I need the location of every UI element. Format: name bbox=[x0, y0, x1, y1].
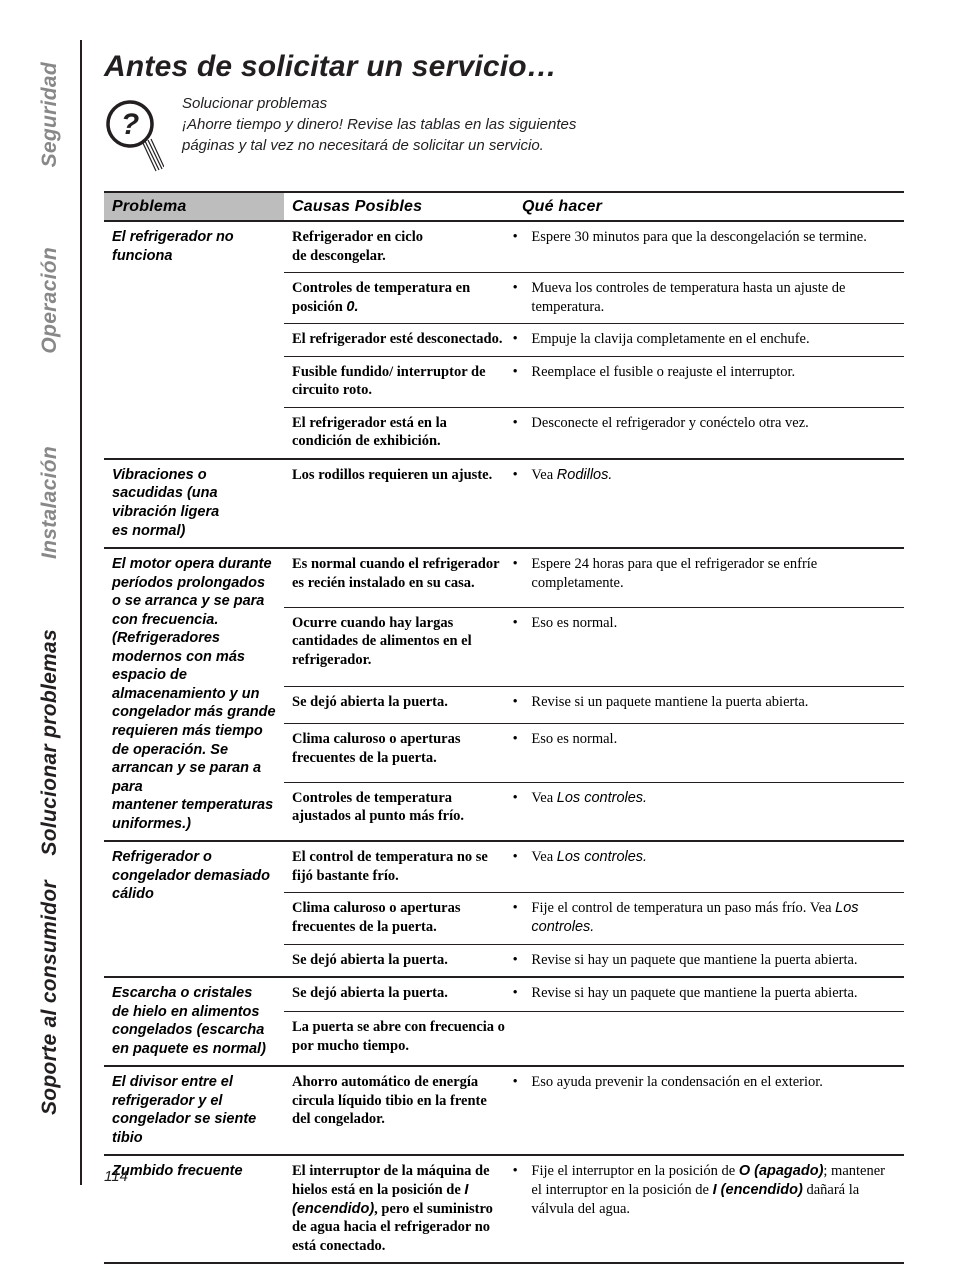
cell-cause: Clima caluroso o aperturas frecuentes de… bbox=[284, 893, 514, 944]
tab-solucionar[interactable]: Solucionar problemas bbox=[38, 617, 74, 868]
table-row: El refrigerador no funcionaRefrigerador … bbox=[104, 221, 904, 273]
page-content: Antes de solicitar un servicio… ? Soluci… bbox=[104, 50, 904, 1185]
cell-action: •Reemplace el fusible o reajuste el inte… bbox=[514, 356, 904, 407]
table-row: El divisor entre el refrigerador y el co… bbox=[104, 1066, 904, 1155]
svg-text:?: ? bbox=[121, 108, 139, 141]
cell-cause: Fusible fundido/ interruptor de circuito… bbox=[284, 356, 514, 407]
cell-action: •Vea Rodillos. bbox=[514, 459, 904, 548]
cell-cause: El refrigerador está en la condición de … bbox=[284, 407, 514, 459]
cell-cause: El interruptor de la máquina de hielos e… bbox=[284, 1155, 514, 1263]
cell-action bbox=[514, 1012, 904, 1066]
cell-cause: Clima caluroso o aperturas frecuentes de… bbox=[284, 724, 514, 782]
cell-cause: Se dejó abierta la puerta. bbox=[284, 944, 514, 977]
table-row: Zumbido frecuenteEl interruptor de la má… bbox=[104, 1155, 904, 1263]
page-title: Antes de solicitar un servicio… bbox=[104, 50, 904, 84]
cell-action: •Desconecte el refrigerador y conéctelo … bbox=[514, 407, 904, 459]
cell-action: •Eso ayuda prevenir la condensación en e… bbox=[514, 1066, 904, 1155]
cell-problem: Escarcha o cristales de hielo en aliment… bbox=[104, 977, 284, 1066]
cell-problem: El refrigerador no funciona bbox=[104, 221, 284, 459]
cell-action: •Espere 30 minutos para que la descongel… bbox=[514, 221, 904, 273]
cell-action: •Vea Los controles. bbox=[514, 841, 904, 893]
cell-problem: El motor opera durante períodos prolonga… bbox=[104, 548, 284, 841]
cell-cause: El refrigerador esté desconectado. bbox=[284, 324, 514, 357]
cell-cause: Controles de temperatura ajustados al pu… bbox=[284, 782, 514, 841]
troubleshooting-table: Problema Causas Posibles Qué hacer El re… bbox=[104, 191, 904, 1264]
cell-cause: Ocurre cuando hay largas cantidades de a… bbox=[284, 607, 514, 687]
question-magnifier-icon: ? bbox=[104, 94, 164, 183]
cell-cause: El control de temperatura no se fijó bas… bbox=[284, 841, 514, 893]
cell-cause: Refrigerador en ciclo de descongelar. bbox=[284, 221, 514, 273]
tab-operacion[interactable]: Operación bbox=[38, 235, 74, 366]
cell-action: •Eso es normal. bbox=[514, 607, 904, 687]
cell-problem: Refrigerador o congelador demasiado cáli… bbox=[104, 841, 284, 977]
cell-cause: Se dejó abierta la puerta. bbox=[284, 977, 514, 1012]
col-header-problem: Problema bbox=[104, 192, 284, 221]
cell-action: •Espere 24 horas para que el refrigerado… bbox=[514, 548, 904, 607]
cell-action: •Fije el control de temperatura un paso … bbox=[514, 893, 904, 944]
cell-action: •Revise si hay un paquete que mantiene l… bbox=[514, 977, 904, 1012]
intro-heading: Solucionar problemas bbox=[182, 94, 612, 114]
tab-soporte[interactable]: Soporte al consumidor bbox=[38, 868, 74, 1127]
intro-body: ¡Ahorre tiempo y dinero! Revise las tabl… bbox=[182, 115, 612, 156]
cell-cause: Ahorro automático de energía circula líq… bbox=[284, 1066, 514, 1155]
intro-block: ? Solucionar problemas ¡Ahorre tiempo y … bbox=[104, 94, 904, 183]
tab-instalacion[interactable]: Instalación bbox=[38, 434, 74, 571]
cell-problem: Vibraciones o sacudidas (una vibración l… bbox=[104, 459, 284, 548]
cell-action: •Fije el interruptor en la posición de O… bbox=[514, 1155, 904, 1263]
cell-action: •Revise si un paquete mantiene la puerta… bbox=[514, 687, 904, 724]
table-row: Refrigerador o congelador demasiado cáli… bbox=[104, 841, 904, 893]
table-row: Escarcha o cristales de hielo en aliment… bbox=[104, 977, 904, 1012]
table-row: El motor opera durante períodos prolonga… bbox=[104, 548, 904, 607]
cell-problem: Zumbido frecuente bbox=[104, 1155, 284, 1263]
col-header-cause: Causas Posibles bbox=[284, 192, 514, 221]
table-row: Vibraciones o sacudidas (una vibración l… bbox=[104, 459, 904, 548]
table-body: El refrigerador no funcionaRefrigerador … bbox=[104, 221, 904, 1263]
page-number: 114 bbox=[104, 1168, 128, 1185]
cell-cause: La puerta se abre con frecuencia o por m… bbox=[284, 1012, 514, 1066]
intro-text: Solucionar problemas ¡Ahorre tiempo y di… bbox=[182, 94, 612, 156]
vertical-rule bbox=[80, 40, 82, 1185]
col-header-action: Qué hacer bbox=[514, 192, 904, 221]
cell-action: •Empuje la clavija completamente en el e… bbox=[514, 324, 904, 357]
cell-problem: El divisor entre el refrigerador y el co… bbox=[104, 1066, 284, 1155]
tab-seguridad[interactable]: Seguridad bbox=[38, 50, 74, 179]
cell-action: •Eso es normal. bbox=[514, 724, 904, 782]
cell-action: •Mueva los controles de temperatura hast… bbox=[514, 273, 904, 324]
cell-cause: Los rodillos requieren un ajuste. bbox=[284, 459, 514, 548]
cell-cause: Es normal cuando el refrigerador es reci… bbox=[284, 548, 514, 607]
side-tabs: Seguridad Operación Instalación Solucion… bbox=[38, 50, 74, 1195]
cell-action: •Revise si hay un paquete que mantiene l… bbox=[514, 944, 904, 977]
cell-cause: Se dejó abierta la puerta. bbox=[284, 687, 514, 724]
cell-action: •Vea Los controles. bbox=[514, 782, 904, 841]
cell-cause: Controles de temperatura en posición 0. bbox=[284, 273, 514, 324]
